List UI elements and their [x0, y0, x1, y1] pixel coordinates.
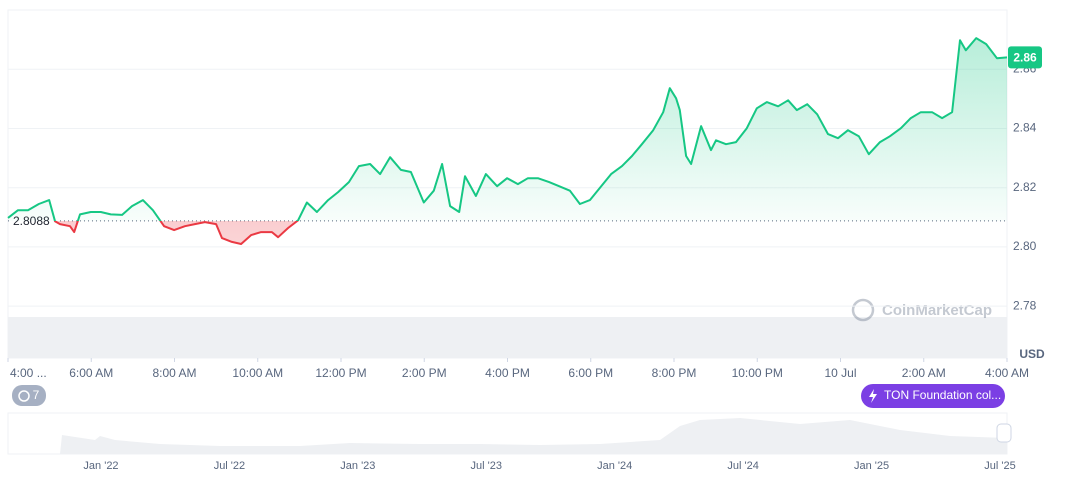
navigator[interactable] [7, 412, 1012, 455]
y-tick-label: 2.78 [1013, 298, 1037, 312]
y-tick-label: 2.82 [1013, 180, 1037, 194]
navigator-label: Jul '24 [727, 460, 758, 472]
x-tick-label: 2:00 AM [902, 366, 946, 380]
x-tick-label: 2:00 PM [402, 366, 447, 380]
price-line [7, 37, 1008, 245]
price-area [8, 38, 1007, 244]
event-text: TON Foundation col... [884, 388, 1001, 402]
y-tick-label: 2.84 [1013, 121, 1037, 135]
navigator-label: Jan '22 [83, 460, 118, 472]
price-tag [1008, 46, 1042, 69]
event-pill[interactable]: TON Foundation col... [861, 384, 1005, 408]
watermark-text: CoinMarketCap [882, 302, 992, 319]
x-tick-label: 8:00 PM [652, 366, 697, 380]
x-tick-label: 10 Jul [824, 366, 856, 380]
events-count: 7 [33, 388, 40, 402]
currency-label: USD [1019, 347, 1045, 361]
x-tick-label: 4:00 ... [10, 366, 47, 380]
x-tick-label: 10:00 AM [232, 366, 283, 380]
navigator-label: Jan '24 [597, 460, 632, 472]
x-tick-label: 8:00 AM [152, 366, 196, 380]
x-tick-label: 6:00 AM [69, 366, 113, 380]
x-tick-label: 6:00 PM [568, 366, 613, 380]
x-tick-label: 12:00 PM [315, 366, 366, 380]
navigator-label: Jul '22 [214, 460, 245, 472]
navigator-label: Jan '23 [340, 460, 375, 472]
events-badge[interactable]: 7 [12, 385, 46, 406]
navigator-label: Jan '25 [854, 460, 889, 472]
navigator-label: Jul '23 [471, 460, 502, 472]
volume-area [8, 317, 1007, 358]
x-tick-label: 4:00 AM [985, 366, 1029, 380]
price-tag-label: 2.86 [1013, 51, 1037, 65]
y-tick-label: 2.80 [1013, 239, 1037, 253]
navigator-label: Jul '25 [984, 460, 1015, 472]
x-tick-label: 10:00 PM [732, 366, 783, 380]
x-tick-label: 4:00 PM [485, 366, 530, 380]
